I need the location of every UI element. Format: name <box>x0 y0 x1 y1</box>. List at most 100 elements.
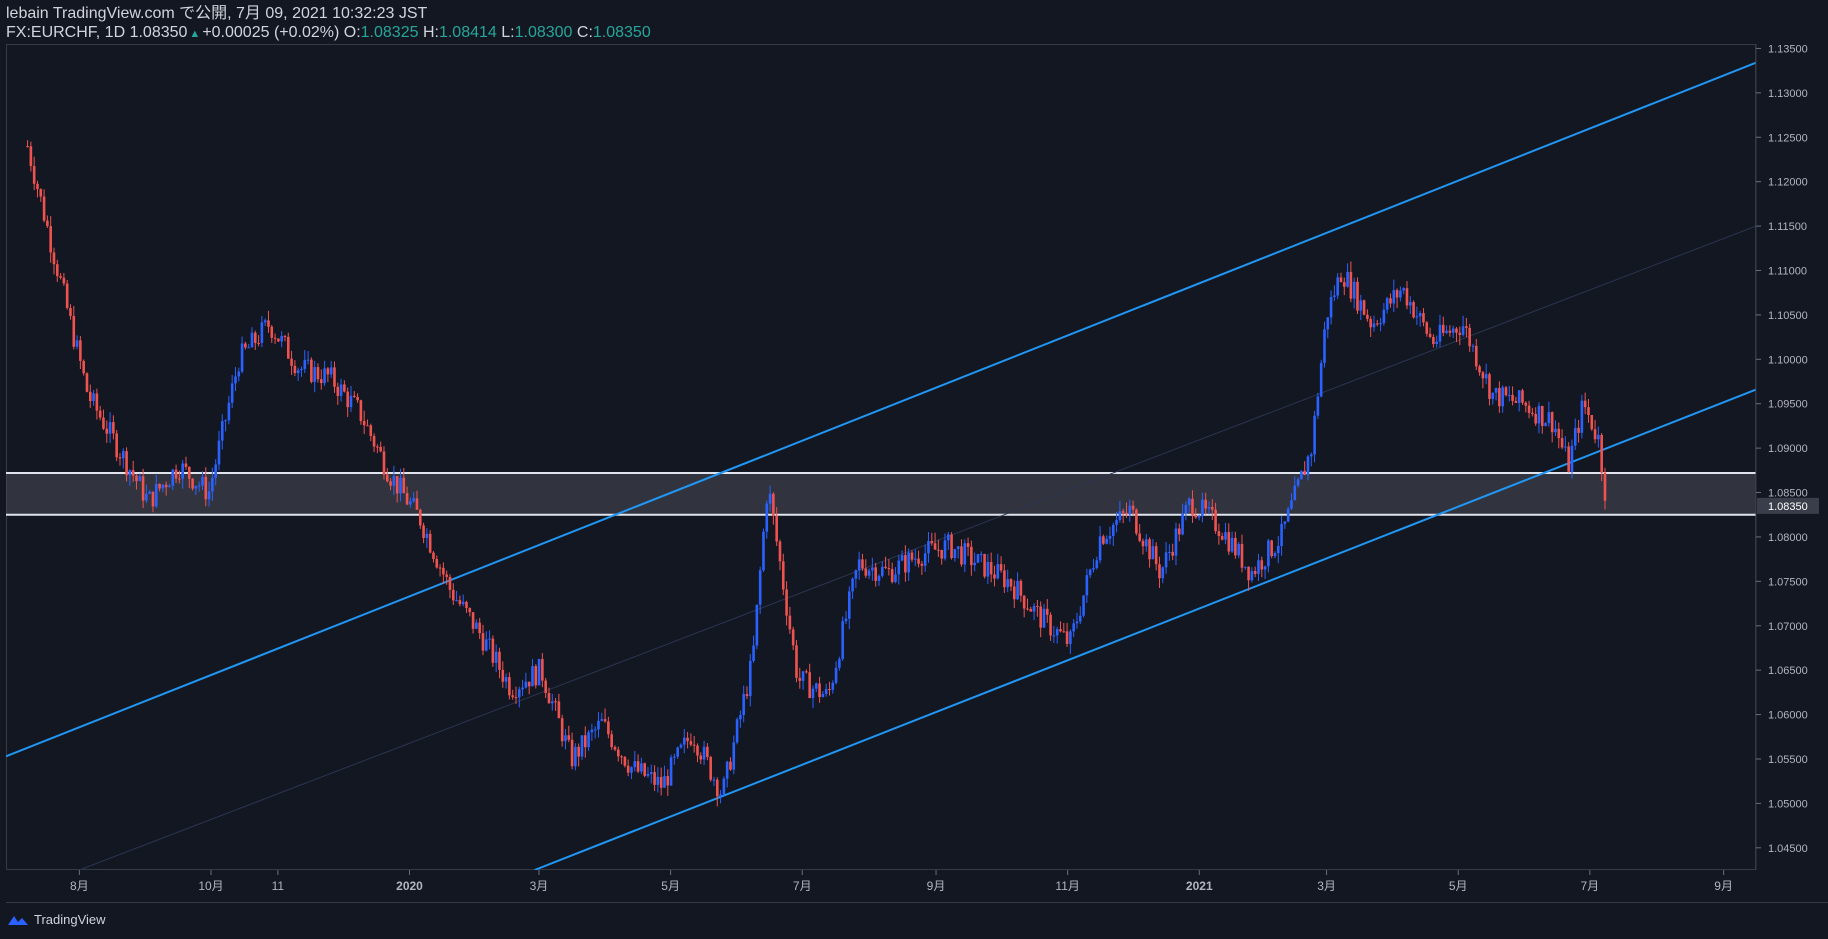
candle-body <box>874 567 877 581</box>
price-tick-label: 1.05000 <box>1768 798 1808 810</box>
candle-body <box>1138 533 1141 541</box>
candle-body <box>706 746 709 758</box>
candle-body <box>927 541 930 554</box>
candle-body <box>171 469 175 486</box>
price-tick-label: 1.08500 <box>1768 488 1808 500</box>
low-label: L: <box>501 24 515 41</box>
candle-body <box>1544 423 1547 426</box>
candle-body <box>732 742 736 770</box>
candle-body <box>1095 560 1099 568</box>
candle-body <box>1098 536 1102 561</box>
price-tick-label: 1.12500 <box>1768 132 1808 144</box>
candle-body <box>372 435 376 447</box>
candle-body <box>1534 413 1537 424</box>
candle-body <box>62 277 66 284</box>
candle-body <box>1458 332 1462 335</box>
candle-body <box>1273 553 1277 557</box>
candle-body <box>626 765 630 773</box>
candle-body <box>1224 532 1227 540</box>
candle-body <box>976 554 980 563</box>
candle-body <box>1194 515 1198 518</box>
candle-body <box>329 367 333 375</box>
time-tick-label: 11 <box>272 879 285 893</box>
tradingview-branding[interactable]: TradingView <box>6 912 106 927</box>
price-tick-label: 1.13000 <box>1768 88 1808 100</box>
candle-body <box>894 574 897 583</box>
channel-line-upper <box>6 61 1756 758</box>
candle-body <box>583 735 587 748</box>
candle-body <box>564 735 567 742</box>
plot-area[interactable] <box>6 61 1756 870</box>
price-tick-label: 1.04500 <box>1768 843 1808 855</box>
candle-body <box>471 612 475 629</box>
candle-body <box>838 658 841 668</box>
symbol-label[interactable]: FX:EURCHF, 1D <box>6 24 126 41</box>
price-tick-label: 1.06000 <box>1768 710 1808 722</box>
candle-body <box>95 393 99 411</box>
candle-body <box>880 566 884 576</box>
candle-body <box>719 794 722 797</box>
candle-body <box>1049 614 1052 636</box>
candle-body <box>755 604 759 646</box>
candle-body <box>125 451 128 476</box>
candle-body <box>1141 540 1145 547</box>
candle-body <box>1128 505 1132 515</box>
candle-body <box>567 735 571 740</box>
candle-body <box>1300 470 1303 480</box>
candle-body <box>593 729 597 731</box>
candle-body <box>983 553 986 577</box>
candle-body <box>148 491 151 494</box>
time-tick-label: 9月 <box>927 879 946 893</box>
candle-body <box>445 574 448 577</box>
candle-body <box>590 729 594 733</box>
candle-body <box>1181 513 1184 535</box>
candle-body <box>1207 506 1211 509</box>
candle-body <box>1164 552 1168 568</box>
candle-body <box>1471 345 1475 347</box>
candle-body <box>900 555 904 561</box>
candle-body <box>1286 508 1290 522</box>
candle-body <box>557 701 561 719</box>
candle-body <box>1531 412 1534 414</box>
candle-body <box>286 336 290 359</box>
candle-body <box>1369 318 1372 328</box>
candle-body <box>49 226 52 253</box>
candle-body <box>1521 390 1524 403</box>
candle-body <box>273 337 277 339</box>
candle-body <box>772 493 775 516</box>
candle-body <box>1313 415 1316 455</box>
candle-body <box>306 359 310 361</box>
candle-body <box>1488 374 1491 399</box>
candle-body <box>762 531 765 571</box>
candle-body <box>484 639 488 651</box>
candle-body <box>92 393 95 402</box>
candle-body <box>1214 509 1217 532</box>
candle-body <box>1441 324 1445 333</box>
candle-body <box>560 718 564 742</box>
candle-body <box>1217 531 1221 537</box>
candle-body <box>1250 571 1254 581</box>
candle-body <box>1270 540 1273 557</box>
tradingview-logo-icon <box>8 915 28 925</box>
candle-body <box>1504 387 1508 396</box>
candle-body <box>600 719 604 721</box>
candle-body <box>686 737 689 742</box>
candle-body <box>118 457 122 459</box>
candle-body <box>277 338 280 342</box>
last-price: 1.08350 <box>129 24 188 41</box>
candle-body <box>270 326 274 338</box>
candle-body <box>1144 539 1148 547</box>
candle-body <box>1432 337 1435 345</box>
candle-body <box>115 433 118 458</box>
candle-body <box>1342 282 1346 287</box>
candle-body <box>1333 295 1336 298</box>
candle-body <box>379 446 382 452</box>
candle-body <box>1498 388 1501 407</box>
candle-body <box>1468 327 1471 347</box>
candle-body <box>1583 400 1587 408</box>
candle-body <box>204 476 208 500</box>
candle-body <box>517 689 521 698</box>
candle-body <box>1210 506 1214 510</box>
candle-body <box>841 621 844 659</box>
